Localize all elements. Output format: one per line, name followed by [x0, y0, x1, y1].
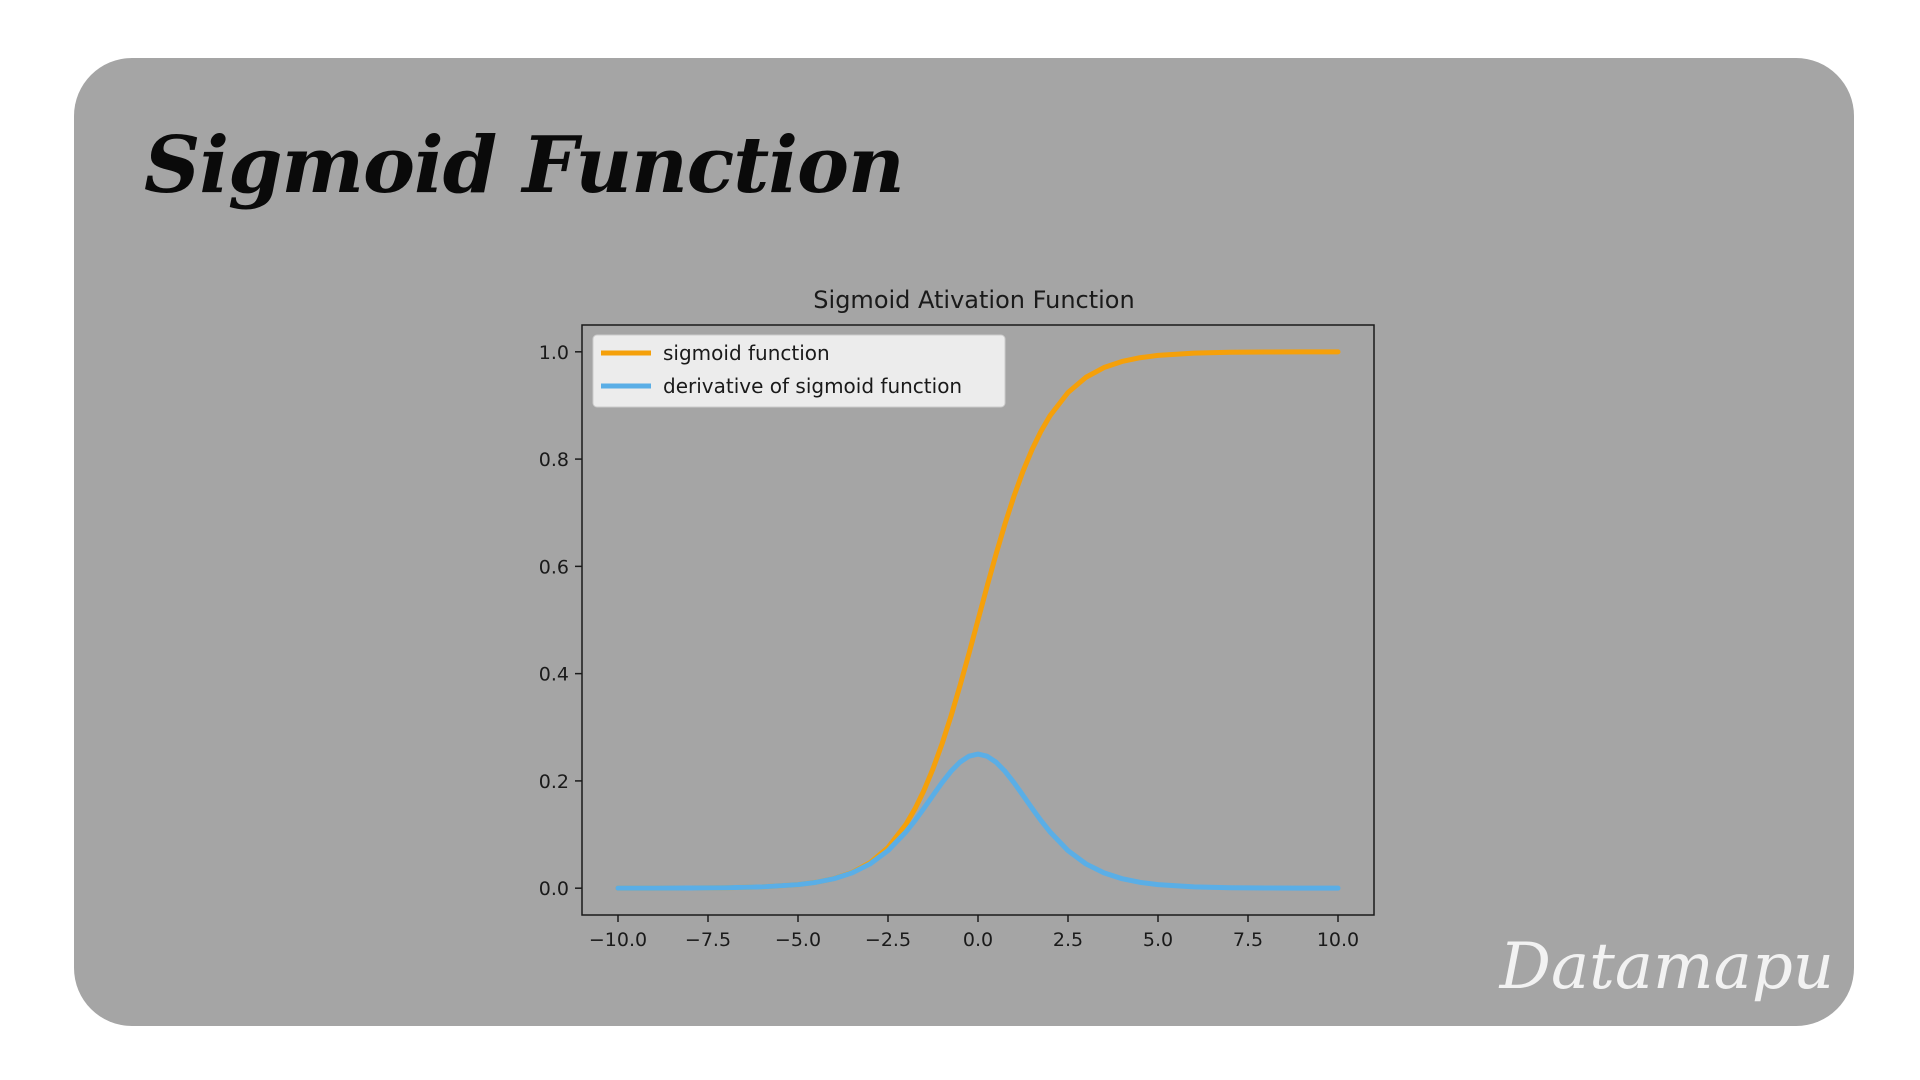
legend-box — [592, 334, 1006, 408]
chart-title: Sigmoid Ativation Function — [813, 286, 1134, 314]
x-tick-label: 0.0 — [963, 929, 993, 951]
y-tick-label: 0.4 — [539, 664, 569, 686]
y-tick-label: 1.0 — [539, 342, 569, 364]
x-tick-label: −5.0 — [775, 929, 821, 951]
y-tick-label: 0.6 — [539, 556, 569, 578]
y-tick-label: 0.2 — [539, 771, 569, 793]
x-tick-label: 10.0 — [1317, 929, 1359, 951]
legend: sigmoid function derivative of sigmoid f… — [592, 334, 1006, 408]
series-line-sigmoid — [615, 349, 1341, 891]
legend-label-sigmoid: sigmoid function — [663, 341, 830, 365]
sigmoid-chart: Sigmoid Ativation Function −10.0 −7.5 −5.0… — [539, 286, 1375, 951]
brand-logo: Datamapu — [1499, 930, 1834, 1004]
plot-area — [615, 349, 1341, 891]
x-tick-label: 7.5 — [1233, 929, 1263, 951]
slide-title: Sigmoid Function — [144, 120, 905, 211]
y-tick-label: 0.8 — [539, 449, 569, 471]
legend-label-derivative: derivative of sigmoid function — [663, 374, 962, 398]
x-tick-label: 5.0 — [1143, 929, 1173, 951]
y-tick-label: 0.0 — [539, 878, 569, 900]
x-tick-label: −10.0 — [589, 929, 647, 951]
x-tick-label: 2.5 — [1053, 929, 1083, 951]
slide-card: Sigmoid Function Sigmoid Ativation Funct… — [74, 58, 1854, 1026]
x-tick-label: −7.5 — [685, 929, 731, 951]
series-line-derivative — [615, 751, 1341, 891]
x-tick-label: −2.5 — [865, 929, 911, 951]
axis-ticks: −10.0 −7.5 −5.0 −2.5 0.0 2.5 5.0 7.5 10.0 0.0 0.2 0… — [539, 342, 1359, 951]
